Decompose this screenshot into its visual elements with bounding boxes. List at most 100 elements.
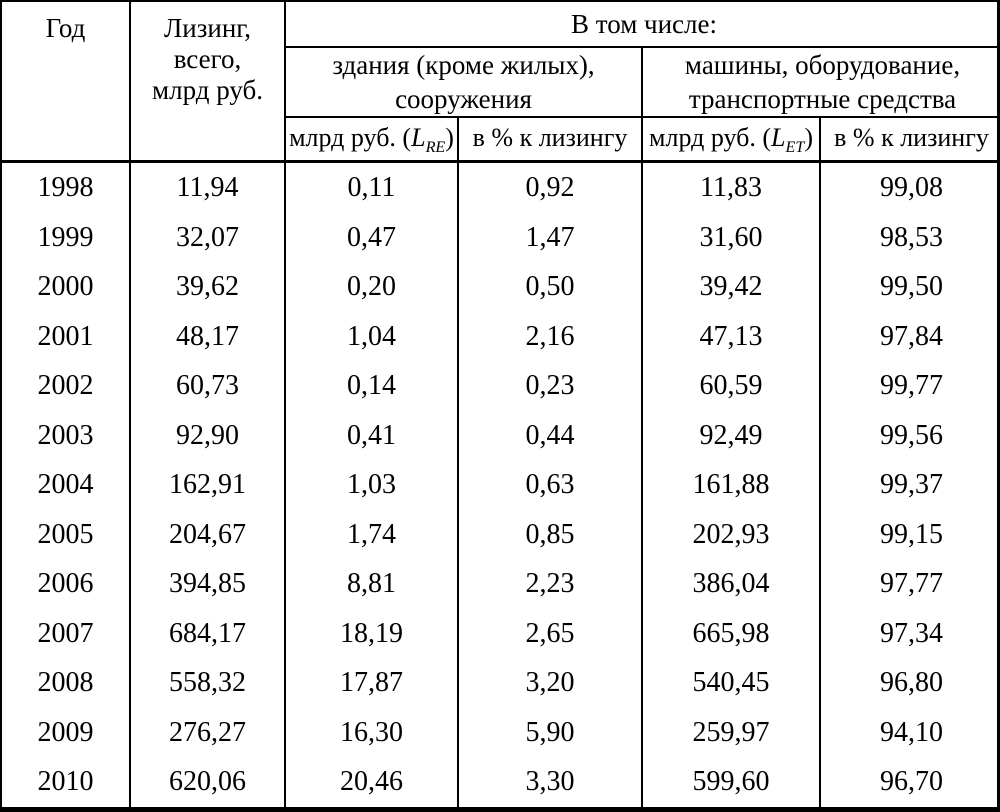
cell-machines-bln: 161,88 <box>641 460 820 510</box>
table-row: 2001 48,17 1,04 2,16 47,13 97,84 <box>2 311 1000 362</box>
cell-buildings-bln: 0,11 <box>284 161 458 213</box>
cell-machines-bln: 31,60 <box>641 212 820 263</box>
table-row: 2009 276,27 16,30 5,90 259,97 94,10 <box>2 707 1000 758</box>
cell-year: 2004 <box>37 469 94 501</box>
cell-machines-bln: 47,13 <box>641 311 820 362</box>
cell-buildings-pct: 0,63 <box>457 460 642 510</box>
cell-year: 2002 <box>37 370 94 402</box>
cell-buildings-pct: 3,20 <box>457 658 642 708</box>
table-row: 2003 92,90 0,41 0,44 92,49 99,56 <box>2 410 1000 461</box>
cell-machines-bln: 259,97 <box>641 707 820 758</box>
cell-buildings-pct: 2,16 <box>457 311 642 362</box>
cell-leasing-total: 48,17 <box>129 311 285 362</box>
variable-subscript: ET <box>785 139 805 157</box>
header-row-subcolumns: млрд руб. (LRE) в % к лизингу млрд руб. … <box>2 117 1000 163</box>
table-row: 1999 32,07 0,47 1,47 31,60 98,53 <box>2 212 1000 263</box>
cell-year: 2006 <box>37 568 94 600</box>
cell-buildings-bln: 16,30 <box>284 707 458 758</box>
col-header-year: Год <box>2 2 130 163</box>
cell-machines-pct: 97,77 <box>819 559 1000 609</box>
cell-leasing-total: 39,62 <box>129 262 285 312</box>
cell-buildings-pct: 0,23 <box>457 361 642 411</box>
table-row: 2000 39,62 0,20 0,50 39,42 99,50 <box>2 262 1000 312</box>
cell-machines-bln: 665,98 <box>641 608 820 659</box>
cell-leasing-total: 32,07 <box>129 212 285 263</box>
cell-buildings-bln: 0,41 <box>284 410 458 461</box>
cell-buildings-bln: 17,87 <box>284 658 458 708</box>
col-header-including: В том числе: <box>284 2 1000 48</box>
cell-buildings-pct: 1,47 <box>457 212 642 263</box>
variable-subscript: RE <box>425 139 446 157</box>
col-group-machines: машины, оборудование, транспортные средс… <box>641 47 1000 119</box>
cell-leasing-total: 60,73 <box>129 361 285 411</box>
unit-label-close: ) <box>804 123 813 153</box>
cell-leasing-total: 394,85 <box>129 559 285 609</box>
cell-buildings-pct: 0,50 <box>457 262 642 312</box>
cell-machines-bln: 92,49 <box>641 410 820 461</box>
table-row: 2008 558,32 17,87 3,20 540,45 96,80 <box>2 658 1000 708</box>
col-header-machines-billions: млрд руб. (LET) <box>641 117 820 163</box>
cell-leasing-total: 558,32 <box>129 658 285 708</box>
cell-buildings-bln: 0,20 <box>284 262 458 312</box>
cell-machines-pct: 99,15 <box>819 509 1000 560</box>
cell-year: 2007 <box>37 617 94 649</box>
variable-symbol: L <box>411 123 426 153</box>
cell-buildings-bln: 18,19 <box>284 608 458 659</box>
table-row: 2004 162,91 1,03 0,63 161,88 99,37 <box>2 460 1000 510</box>
cell-buildings-bln: 20,46 <box>284 757 458 807</box>
cell-buildings-pct: 3,30 <box>457 757 642 807</box>
cell-buildings-pct: 2,23 <box>457 559 642 609</box>
table-header: Год Лизинг, всего, млрд руб. В том числе… <box>2 2 1000 163</box>
cell-machines-pct: 96,70 <box>819 757 1000 807</box>
cell-buildings-bln: 1,04 <box>284 311 458 362</box>
cell-machines-bln: 202,93 <box>641 509 820 560</box>
cell-year: 2009 <box>37 716 94 748</box>
cell-leasing-total: 11,94 <box>129 161 285 213</box>
header-row-top: Год Лизинг, всего, млрд руб. В том числе… <box>2 2 1000 163</box>
unit-label: млрд руб. ( <box>289 123 412 153</box>
cell-machines-pct: 99,56 <box>819 410 1000 461</box>
cell-leasing-total: 684,17 <box>129 608 285 659</box>
cell-year: 2003 <box>37 419 94 451</box>
cell-buildings-bln: 0,47 <box>284 212 458 263</box>
unit-label-close: ) <box>445 123 454 153</box>
cell-year: 2010 <box>37 766 94 798</box>
cell-year: 1998 <box>37 171 94 203</box>
table-row: 2007 684,17 18,19 2,65 665,98 97,34 <box>2 608 1000 659</box>
cell-buildings-pct: 0,85 <box>457 509 642 560</box>
cell-buildings-bln: 0,14 <box>284 361 458 411</box>
cell-machines-pct: 97,84 <box>819 311 1000 362</box>
cell-buildings-pct: 2,65 <box>457 608 642 659</box>
cell-machines-bln: 540,45 <box>641 658 820 708</box>
col-header-leasing-total: Лизинг, всего, млрд руб. <box>129 2 285 163</box>
table-row: 1998 11,94 0,11 0,92 11,83 99,08 <box>2 161 1000 213</box>
cell-machines-pct: 97,34 <box>819 608 1000 659</box>
cell-buildings-bln: 1,74 <box>284 509 458 560</box>
cell-buildings-pct: 0,92 <box>457 161 642 213</box>
cell-leasing-total: 204,67 <box>129 509 285 560</box>
cell-buildings-bln: 1,03 <box>284 460 458 510</box>
header-row-groups: здания (кроме жилых), сооружения машины,… <box>2 47 1000 119</box>
cell-machines-pct: 99,37 <box>819 460 1000 510</box>
cell-year: 2001 <box>37 320 94 352</box>
cell-machines-pct: 99,50 <box>819 262 1000 312</box>
col-group-buildings: здания (кроме жилых), сооружения <box>284 47 642 119</box>
variable-symbol: L <box>771 123 786 153</box>
cell-leasing-total: 92,90 <box>129 410 285 461</box>
col-header-buildings-percent: в % к лизингу <box>457 117 642 163</box>
cell-machines-bln: 386,04 <box>641 559 820 609</box>
cell-buildings-pct: 0,44 <box>457 410 642 461</box>
cell-buildings-pct: 5,90 <box>457 707 642 758</box>
cell-machines-pct: 96,80 <box>819 658 1000 708</box>
cell-year: 2008 <box>37 667 94 699</box>
cell-year: 1999 <box>37 221 94 253</box>
cell-machines-bln: 599,60 <box>641 757 820 807</box>
table-row: 2002 60,73 0,14 0,23 60,59 99,77 <box>2 361 1000 411</box>
cell-year: 2000 <box>37 271 94 303</box>
cell-machines-pct: 94,10 <box>819 707 1000 758</box>
cell-machines-pct: 99,77 <box>819 361 1000 411</box>
cell-machines-pct: 99,08 <box>819 161 1000 213</box>
cell-leasing-total: 276,27 <box>129 707 285 758</box>
